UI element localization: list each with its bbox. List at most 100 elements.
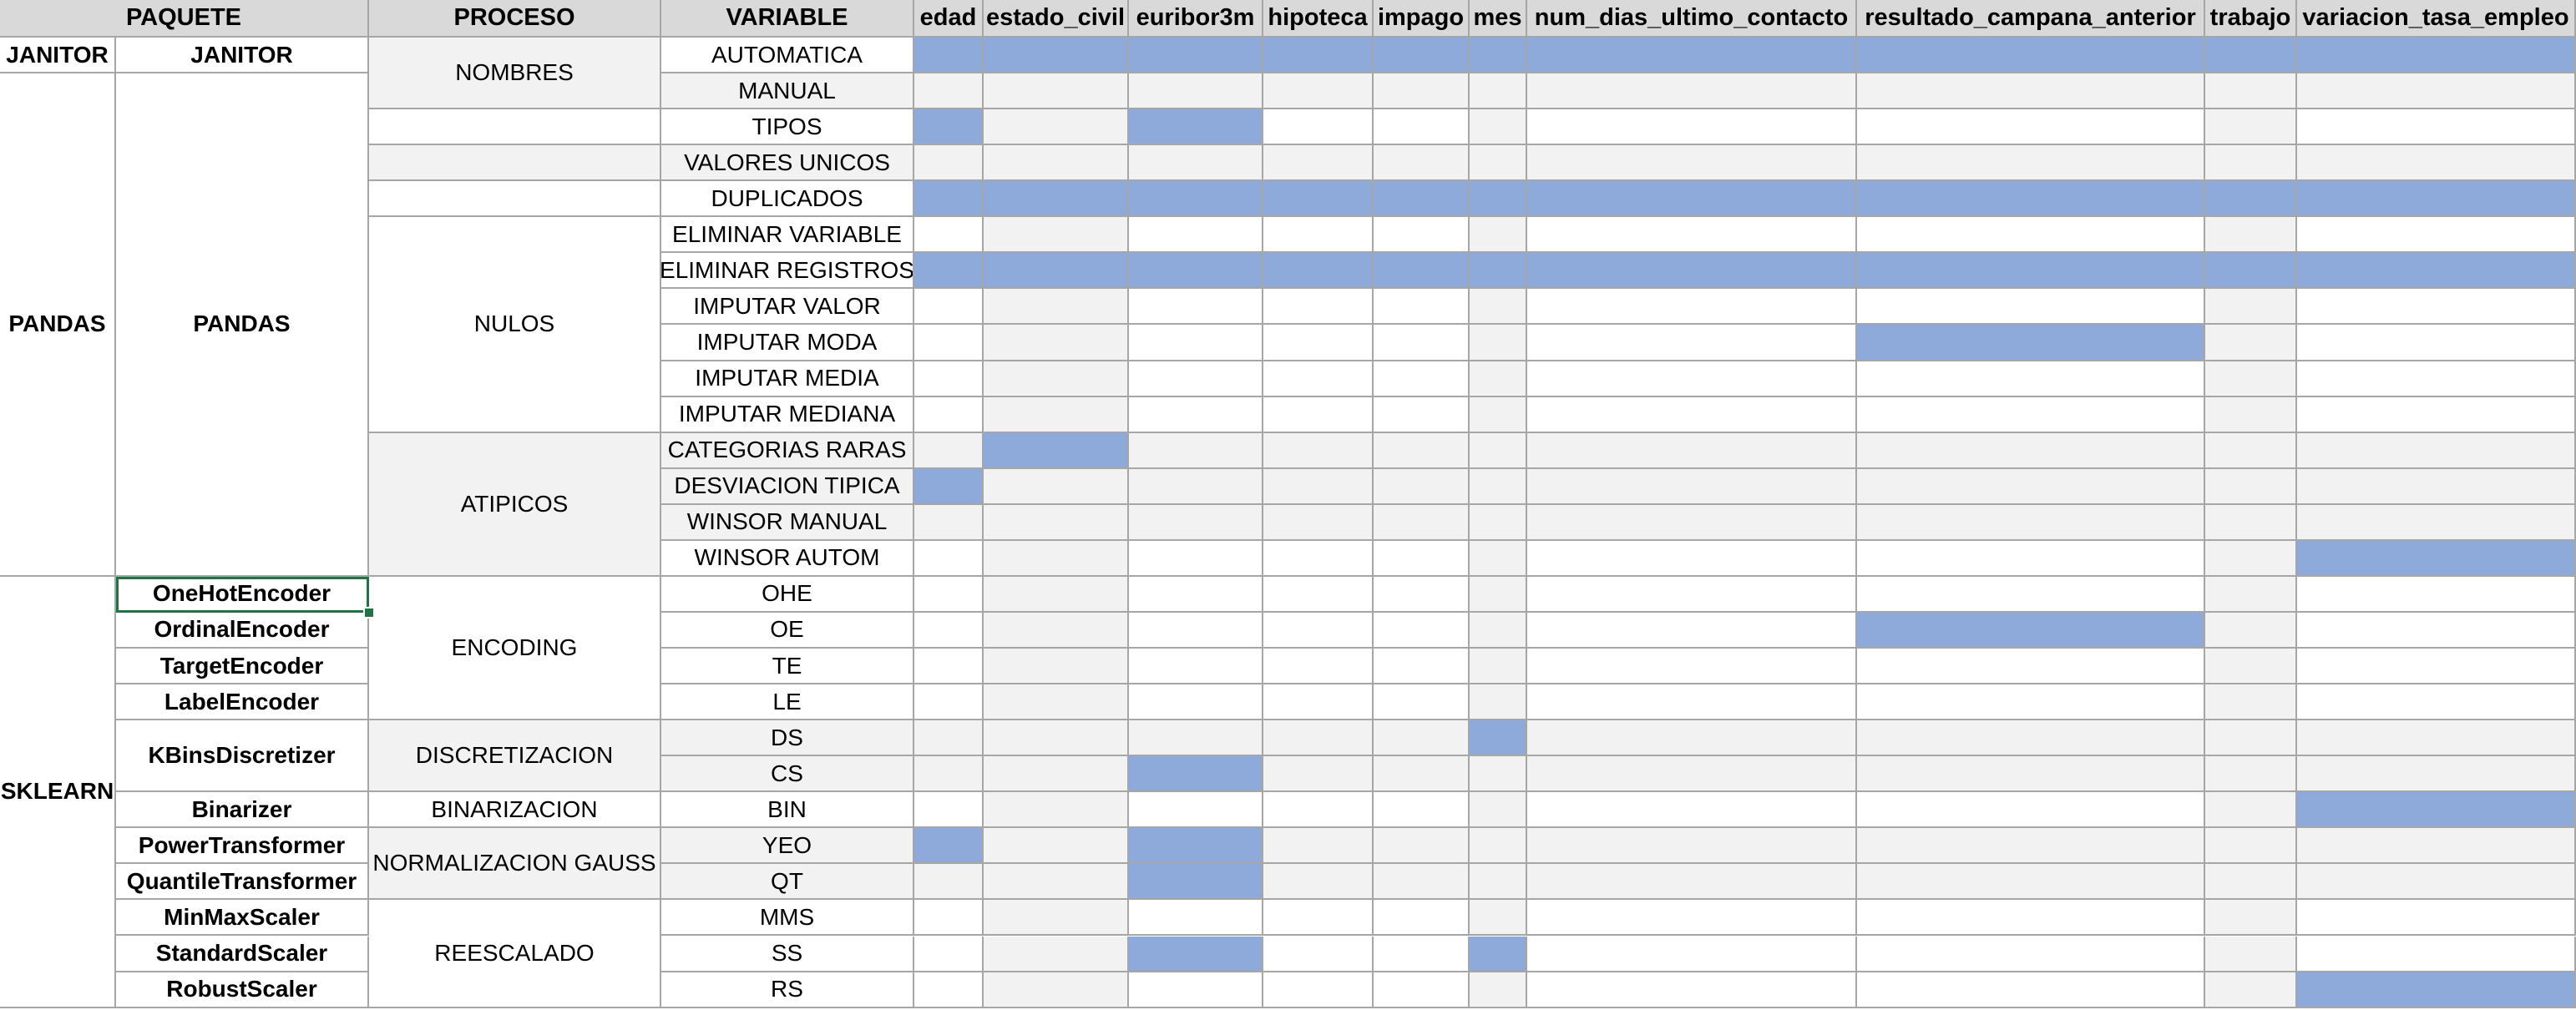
marked-cell[interactable] bbox=[914, 468, 984, 505]
empty-cell[interactable] bbox=[984, 289, 1129, 326]
empty-cell[interactable] bbox=[1263, 361, 1374, 397]
empty-cell[interactable] bbox=[1857, 684, 2205, 721]
empty-cell[interactable] bbox=[1527, 900, 1857, 937]
empty-cell[interactable] bbox=[1857, 649, 2205, 685]
header-euribor3m[interactable]: euribor3m bbox=[1129, 0, 1263, 38]
empty-cell[interactable] bbox=[1527, 396, 1857, 433]
empty-cell[interactable] bbox=[1857, 289, 2205, 326]
empty-cell[interactable] bbox=[1527, 864, 1857, 901]
header-mes[interactable]: mes bbox=[1470, 0, 1527, 38]
empty-cell[interactable] bbox=[1857, 828, 2205, 865]
header-hipoteca[interactable]: hipoteca bbox=[1263, 0, 1374, 38]
empty-cell[interactable] bbox=[914, 612, 984, 649]
marked-cell[interactable] bbox=[914, 828, 984, 865]
empty-cell[interactable] bbox=[1129, 73, 1263, 110]
variable-cell[interactable]: ELIMINAR VARIABLE bbox=[661, 217, 914, 254]
empty-cell[interactable] bbox=[2297, 217, 2576, 254]
variable-cell[interactable]: TIPOS bbox=[661, 109, 914, 146]
empty-cell[interactable] bbox=[1129, 396, 1263, 433]
class-cell[interactable]: LabelEncoder bbox=[116, 684, 369, 721]
empty-cell[interactable] bbox=[1857, 720, 2205, 757]
empty-cell[interactable] bbox=[1527, 756, 1857, 793]
class-cell[interactable]: QuantileTransformer bbox=[116, 864, 369, 901]
marked-cell[interactable] bbox=[984, 38, 1129, 74]
empty-cell[interactable] bbox=[1129, 649, 1263, 685]
empty-cell[interactable] bbox=[914, 504, 984, 541]
empty-cell[interactable] bbox=[2297, 684, 2576, 721]
empty-cell[interactable] bbox=[984, 864, 1129, 901]
empty-cell[interactable] bbox=[1470, 73, 1527, 110]
empty-cell[interactable] bbox=[1527, 972, 1857, 1008]
empty-cell[interactable] bbox=[1857, 756, 2205, 793]
empty-cell[interactable] bbox=[1263, 145, 1374, 182]
marked-cell[interactable] bbox=[1374, 38, 1470, 74]
header-variable[interactable]: VARIABLE bbox=[661, 0, 914, 38]
empty-cell[interactable] bbox=[1263, 684, 1374, 721]
empty-cell[interactable] bbox=[914, 864, 984, 901]
empty-cell[interactable] bbox=[2205, 289, 2297, 326]
empty-cell[interactable] bbox=[2205, 684, 2297, 721]
empty-cell[interactable] bbox=[1129, 684, 1263, 721]
header-proceso[interactable]: PROCESO bbox=[369, 0, 661, 38]
empty-cell[interactable] bbox=[1263, 109, 1374, 146]
marked-cell[interactable] bbox=[1129, 756, 1263, 793]
empty-cell[interactable] bbox=[1470, 649, 1527, 685]
marked-cell[interactable] bbox=[2297, 972, 2576, 1008]
marked-cell[interactable] bbox=[2297, 540, 2576, 577]
empty-cell[interactable] bbox=[1263, 217, 1374, 254]
empty-cell[interactable] bbox=[1374, 612, 1470, 649]
variable-cell[interactable]: IMPUTAR MEDIA bbox=[661, 361, 914, 397]
empty-cell[interactable] bbox=[984, 504, 1129, 541]
empty-cell[interactable] bbox=[1263, 972, 1374, 1008]
empty-cell[interactable] bbox=[1527, 828, 1857, 865]
empty-cell[interactable] bbox=[2297, 325, 2576, 361]
empty-cell[interactable] bbox=[2205, 361, 2297, 397]
empty-cell[interactable] bbox=[1129, 972, 1263, 1008]
empty-cell[interactable] bbox=[914, 576, 984, 613]
marked-cell[interactable] bbox=[1527, 181, 1857, 218]
empty-cell[interactable] bbox=[1263, 900, 1374, 937]
class-cell[interactable]: PowerTransformer bbox=[116, 828, 369, 865]
empty-cell[interactable] bbox=[2297, 289, 2576, 326]
empty-cell[interactable] bbox=[2297, 396, 2576, 433]
marked-cell[interactable] bbox=[984, 253, 1129, 290]
empty-cell[interactable] bbox=[1374, 540, 1470, 577]
class-cell[interactable]: RobustScaler bbox=[116, 972, 369, 1008]
variable-cell[interactable]: BIN bbox=[661, 792, 914, 829]
empty-cell[interactable] bbox=[1470, 540, 1527, 577]
marked-cell[interactable] bbox=[1470, 936, 1527, 972]
empty-cell[interactable] bbox=[1374, 109, 1470, 146]
empty-cell[interactable] bbox=[1527, 468, 1857, 505]
empty-cell[interactable] bbox=[2205, 720, 2297, 757]
empty-cell[interactable] bbox=[1527, 649, 1857, 685]
header-impago[interactable]: impago bbox=[1374, 0, 1470, 38]
empty-cell[interactable] bbox=[1129, 289, 1263, 326]
empty-cell[interactable] bbox=[984, 720, 1129, 757]
empty-cell[interactable] bbox=[1374, 396, 1470, 433]
marked-cell[interactable] bbox=[984, 181, 1129, 218]
empty-cell[interactable] bbox=[1374, 325, 1470, 361]
process-cell[interactable]: BINARIZACION bbox=[369, 792, 661, 829]
empty-cell[interactable] bbox=[984, 325, 1129, 361]
marked-cell[interactable] bbox=[914, 109, 984, 146]
empty-cell[interactable] bbox=[1374, 361, 1470, 397]
empty-cell[interactable] bbox=[1374, 289, 1470, 326]
variable-cell[interactable]: DUPLICADOS bbox=[661, 181, 914, 218]
empty-cell[interactable] bbox=[2205, 432, 2297, 469]
marked-cell[interactable] bbox=[2205, 38, 2297, 74]
empty-cell[interactable] bbox=[914, 432, 984, 469]
marked-cell[interactable] bbox=[2297, 38, 2576, 74]
empty-cell[interactable] bbox=[1263, 612, 1374, 649]
empty-cell[interactable] bbox=[1470, 217, 1527, 254]
empty-cell[interactable] bbox=[1857, 900, 2205, 937]
variable-cell[interactable]: IMPUTAR MEDIANA bbox=[661, 396, 914, 433]
empty-cell[interactable] bbox=[914, 684, 984, 721]
variable-cell[interactable]: DS bbox=[661, 720, 914, 757]
process-cell[interactable]: ATIPICOS bbox=[369, 432, 661, 577]
process-cell[interactable] bbox=[369, 109, 661, 146]
empty-cell[interactable] bbox=[1470, 612, 1527, 649]
empty-cell[interactable] bbox=[984, 649, 1129, 685]
empty-cell[interactable] bbox=[1129, 612, 1263, 649]
empty-cell[interactable] bbox=[2297, 649, 2576, 685]
empty-cell[interactable] bbox=[1263, 432, 1374, 469]
